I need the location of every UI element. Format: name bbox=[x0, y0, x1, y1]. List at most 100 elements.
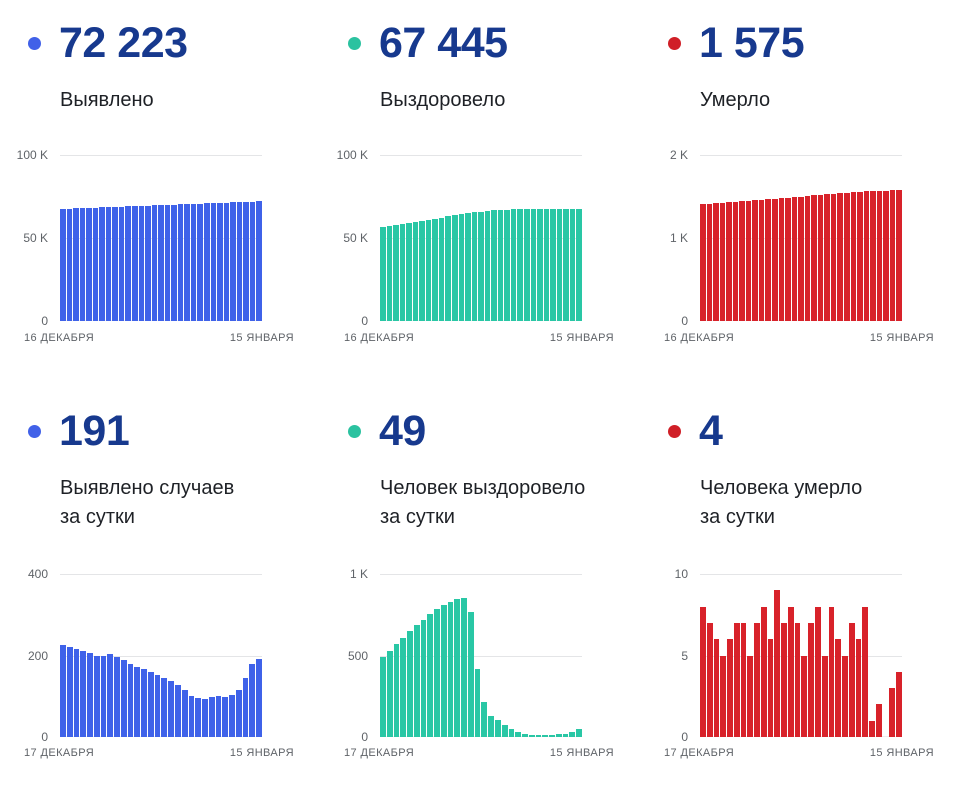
bar[interactable] bbox=[217, 202, 223, 321]
bar[interactable] bbox=[876, 190, 883, 321]
bar[interactable] bbox=[870, 191, 876, 321]
bar[interactable] bbox=[837, 193, 844, 321]
bar[interactable] bbox=[778, 198, 785, 321]
bar[interactable] bbox=[204, 203, 210, 321]
bar[interactable] bbox=[452, 215, 458, 321]
bar[interactable] bbox=[100, 655, 107, 737]
bar[interactable] bbox=[145, 205, 151, 321]
bar[interactable] bbox=[495, 719, 501, 737]
bar[interactable] bbox=[828, 606, 835, 737]
bar[interactable] bbox=[733, 622, 740, 737]
bar[interactable] bbox=[739, 201, 745, 321]
bar[interactable] bbox=[175, 684, 181, 737]
bar[interactable] bbox=[195, 698, 202, 737]
bar[interactable] bbox=[883, 190, 889, 321]
bar[interactable] bbox=[154, 675, 161, 737]
bar[interactable] bbox=[781, 622, 787, 737]
bar[interactable] bbox=[147, 671, 154, 737]
bar[interactable] bbox=[60, 645, 66, 737]
bar[interactable] bbox=[855, 639, 862, 737]
bar[interactable] bbox=[510, 209, 517, 321]
bar[interactable] bbox=[197, 203, 204, 321]
bar[interactable] bbox=[151, 205, 158, 321]
bar[interactable] bbox=[862, 606, 869, 737]
bar[interactable] bbox=[537, 209, 543, 321]
bar[interactable] bbox=[569, 209, 576, 321]
bar[interactable] bbox=[120, 660, 127, 737]
bar[interactable] bbox=[407, 631, 413, 737]
bar[interactable] bbox=[447, 601, 454, 737]
bar[interactable] bbox=[222, 697, 229, 737]
bar[interactable] bbox=[445, 216, 452, 321]
bar[interactable] bbox=[508, 728, 515, 737]
bar[interactable] bbox=[842, 655, 848, 737]
bar[interactable] bbox=[844, 192, 850, 321]
bar[interactable] bbox=[127, 663, 134, 737]
bar[interactable] bbox=[821, 655, 828, 737]
bar[interactable] bbox=[236, 202, 243, 321]
bar[interactable] bbox=[720, 655, 727, 737]
bar[interactable] bbox=[752, 200, 758, 321]
bar[interactable] bbox=[420, 619, 427, 737]
bar[interactable] bbox=[114, 657, 120, 737]
bar[interactable] bbox=[817, 194, 824, 321]
bar[interactable] bbox=[501, 724, 508, 737]
bar[interactable] bbox=[767, 639, 774, 737]
bar[interactable] bbox=[434, 609, 440, 737]
bar[interactable] bbox=[713, 203, 719, 321]
bar[interactable] bbox=[188, 696, 195, 737]
bar[interactable] bbox=[562, 733, 569, 737]
bar[interactable] bbox=[125, 206, 132, 321]
bar[interactable] bbox=[66, 646, 73, 737]
bar[interactable] bbox=[889, 190, 896, 321]
bar[interactable] bbox=[386, 226, 393, 321]
bar[interactable] bbox=[105, 207, 112, 321]
bar[interactable] bbox=[235, 690, 242, 737]
bar[interactable] bbox=[465, 213, 471, 321]
bar[interactable] bbox=[745, 200, 752, 321]
bar[interactable] bbox=[517, 209, 524, 321]
bar[interactable] bbox=[249, 663, 256, 737]
bar[interactable] bbox=[242, 677, 249, 737]
bar[interactable] bbox=[243, 201, 249, 321]
bar[interactable] bbox=[535, 735, 542, 737]
bar[interactable] bbox=[168, 680, 175, 737]
bar[interactable] bbox=[787, 606, 794, 737]
bar[interactable] bbox=[522, 733, 528, 737]
bar[interactable] bbox=[576, 729, 582, 737]
bar[interactable] bbox=[86, 207, 92, 321]
bar[interactable] bbox=[134, 666, 141, 737]
bar[interactable] bbox=[132, 206, 138, 321]
bar[interactable] bbox=[869, 720, 875, 737]
bar[interactable] bbox=[896, 190, 902, 321]
bar[interactable] bbox=[811, 195, 817, 321]
bar[interactable] bbox=[215, 696, 222, 737]
bar[interactable] bbox=[223, 202, 230, 321]
bar[interactable] bbox=[700, 204, 706, 321]
bar[interactable] bbox=[727, 639, 733, 737]
bar[interactable] bbox=[815, 606, 821, 737]
bar[interactable] bbox=[497, 209, 504, 321]
bar[interactable] bbox=[889, 688, 896, 737]
bar[interactable] bbox=[73, 208, 79, 321]
bar[interactable] bbox=[857, 191, 863, 321]
bar[interactable] bbox=[549, 734, 555, 737]
bar[interactable] bbox=[700, 606, 706, 737]
bar[interactable] bbox=[92, 207, 99, 321]
bar[interactable] bbox=[760, 606, 767, 737]
bar[interactable] bbox=[99, 207, 105, 321]
bar[interactable] bbox=[563, 209, 569, 321]
bar[interactable] bbox=[484, 210, 491, 321]
bar[interactable] bbox=[181, 690, 188, 737]
bar[interactable] bbox=[515, 732, 522, 737]
bar[interactable] bbox=[138, 205, 145, 321]
bar[interactable] bbox=[471, 212, 478, 321]
bar[interactable] bbox=[256, 659, 262, 737]
bar[interactable] bbox=[184, 204, 190, 321]
bar[interactable] bbox=[758, 199, 765, 321]
bar[interactable] bbox=[393, 644, 400, 737]
bar[interactable] bbox=[118, 206, 125, 321]
bar[interactable] bbox=[454, 599, 461, 737]
bar[interactable] bbox=[202, 698, 208, 737]
bar[interactable] bbox=[774, 590, 781, 737]
